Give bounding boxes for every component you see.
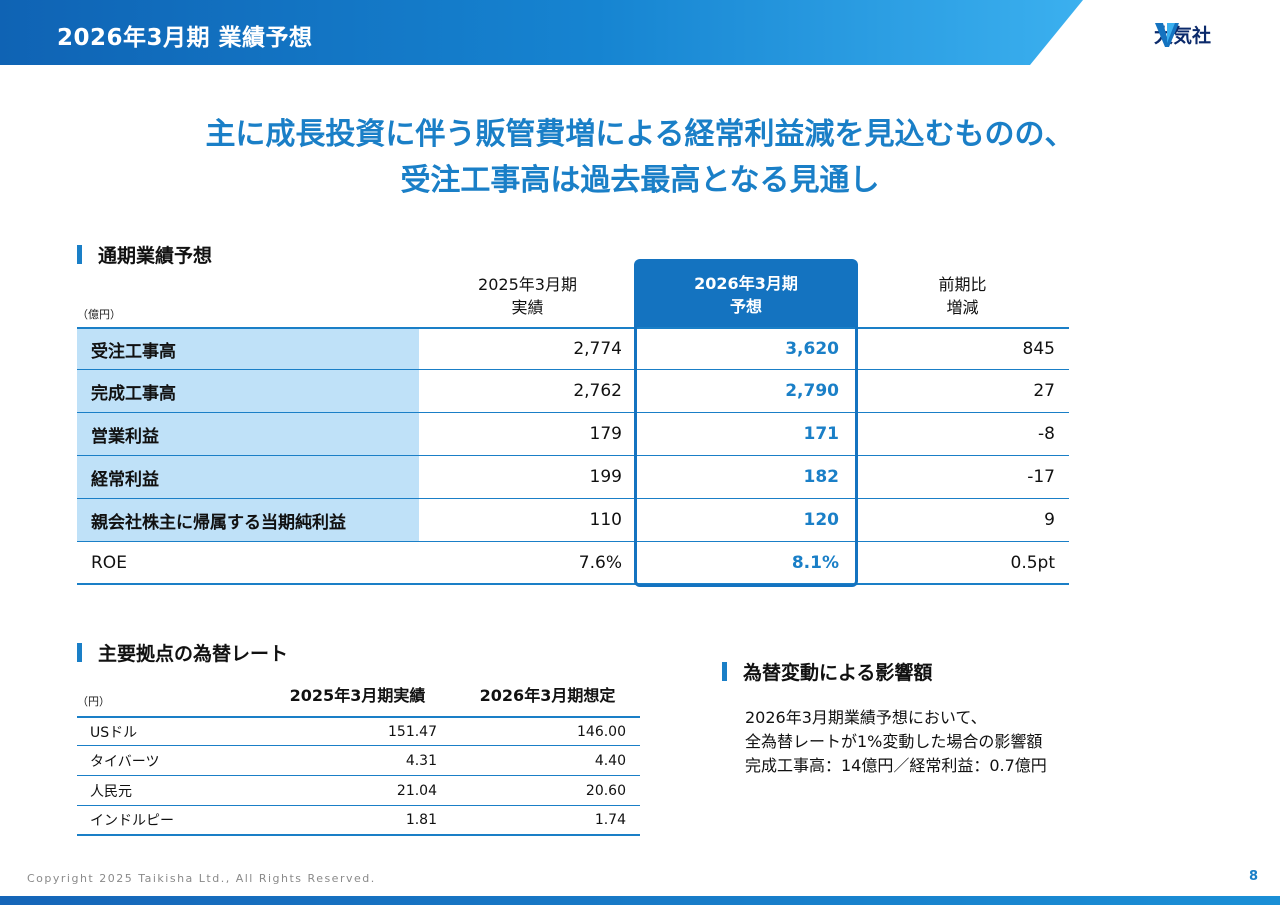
impact-line-3: 完成工事高：14億円／経常利益：0.7億円	[745, 756, 1047, 775]
value-diff: 0.5pt	[1010, 552, 1056, 573]
highlight-frame	[634, 325, 858, 587]
value-prev: 2,774	[573, 339, 622, 359]
value-next: 8.1%	[791, 552, 839, 573]
table-row: 営業利益 179 171 -8	[77, 413, 1069, 456]
headline: 主に成長投資に伴う販管費増による経常利益減を見込むものの、 受注工事高は過去最高…	[0, 112, 1280, 204]
currency-name: USドル	[90, 724, 138, 741]
col-head-prev-line2: 実績	[511, 298, 544, 317]
value-next: 3,620	[785, 339, 839, 359]
value-diff: 9	[1044, 510, 1055, 530]
col-head-prev-line1: 2025年3月期	[478, 275, 577, 294]
rate-next: 1.74	[594, 812, 626, 828]
table-row: 経常利益 199 182 -17	[77, 456, 1069, 499]
col-head-next: 2026年3月期 予想	[634, 259, 858, 329]
table-row: 人民元 21.04 20.60	[77, 776, 640, 806]
impact-line-2: 全為替レートが1%変動した場合の影響額	[745, 732, 1043, 751]
rate-prev: 151.47	[388, 723, 437, 740]
header-background	[0, 0, 1083, 65]
impact-line-1: 2026年3月期業績予想において、	[745, 708, 987, 727]
rate-next: 4.40	[594, 752, 626, 769]
fx-section-label: 主要拠点の為替レート	[98, 642, 289, 665]
rate-prev: 4.31	[405, 752, 437, 769]
row-label: 営業利益	[77, 413, 419, 455]
fx-col-head-prev: 2025年3月期実績	[289, 686, 426, 705]
currency-name: 人民元	[90, 783, 132, 800]
table-row: タイバーツ 4.31 4.40	[77, 746, 640, 776]
logo-mark-icon	[1155, 23, 1179, 47]
fx-col-head-next: 2026年3月期想定	[479, 686, 616, 705]
value-prev: 2,762	[573, 381, 622, 401]
row-label: ROE	[91, 552, 127, 573]
col-head-next-line1: 2026年3月期	[694, 274, 798, 293]
value-prev: 179	[589, 424, 622, 444]
fx-table: USドル 151.47 146.00 タイバーツ 4.31 4.40 人民元 2…	[77, 716, 640, 836]
value-prev: 110	[589, 510, 622, 530]
impact-note: 2026年3月期業績予想において、 全為替レートが1%変動した場合の影響額 完成…	[745, 706, 1047, 778]
impact-section-title: 為替変動による影響額	[722, 660, 933, 684]
value-prev: 7.6%	[578, 552, 622, 573]
col-head-diff-line1: 前期比	[938, 275, 987, 294]
headline-line-1: 主に成長投資に伴う販管費増による経常利益減を見込むものの、	[205, 117, 1075, 152]
section-marker	[722, 661, 727, 681]
section-marker	[77, 642, 82, 662]
row-label: 親会社株主に帰属する当期純利益	[77, 499, 419, 541]
table-row: USドル 151.47 146.00	[77, 716, 640, 746]
forecast-section-label: 通期業績予想	[98, 244, 213, 267]
bottom-bar	[0, 896, 1280, 905]
currency-name: タイバーツ	[90, 753, 160, 770]
rate-next: 146.00	[577, 723, 626, 740]
table-row: 親会社株主に帰属する当期純利益 110 120 9	[77, 499, 1069, 542]
col-head-diff-line2: 増減	[946, 298, 979, 317]
col-head-prev: 2025年3月期 実績	[440, 273, 615, 319]
fx-section-title: 主要拠点の為替レート	[77, 641, 289, 665]
value-next: 2,790	[785, 381, 839, 401]
impact-section-label: 為替変動による影響額	[743, 661, 933, 684]
value-next: 182	[803, 467, 840, 487]
table-row: 受注工事高 2,774 3,620 845	[77, 327, 1069, 370]
value-next: 171	[803, 424, 840, 444]
company-logo: 大気社	[1153, 19, 1211, 49]
value-prev: 199	[589, 467, 622, 487]
value-diff: -17	[1027, 467, 1055, 487]
copyright-text: Copyright 2025 Taikisha Ltd., All Rights…	[27, 872, 376, 885]
value-diff: -8	[1038, 424, 1055, 444]
row-label: 経常利益	[77, 456, 419, 498]
rate-prev: 21.04	[396, 782, 437, 799]
page-number: 8	[1249, 869, 1259, 884]
table-row: 完成工事高 2,762 2,790 27	[77, 370, 1069, 413]
page-title: 2026年3月期 業績予想	[57, 25, 313, 51]
col-head-diff: 前期比 増減	[875, 273, 1050, 319]
row-label: 受注工事高	[77, 329, 419, 369]
currency-name: インドルピー	[90, 813, 174, 829]
forecast-table: 受注工事高 2,774 3,620 845 完成工事高 2,762 2,790 …	[77, 327, 1069, 585]
forecast-section-title: 通期業績予想	[77, 243, 213, 267]
value-next: 120	[803, 510, 840, 530]
rate-next: 20.60	[585, 782, 626, 799]
row-label: 完成工事高	[77, 370, 419, 412]
rate-prev: 1.81	[405, 812, 437, 828]
fx-unit: （円）	[77, 695, 110, 708]
header-bar: 2026年3月期 業績予想 大気社	[0, 0, 1280, 65]
headline-line-2: 受注工事高は過去最高となる見通し	[400, 163, 880, 198]
col-head-next-line2: 予想	[729, 297, 762, 316]
table-row: インドルピー 1.81 1.74	[77, 806, 640, 836]
forecast-unit: （億円）	[77, 308, 121, 321]
table-row: ROE 7.6% 8.1% 0.5pt	[77, 542, 1069, 585]
section-marker	[77, 244, 82, 264]
value-diff: 845	[1022, 339, 1055, 359]
value-diff: 27	[1033, 381, 1055, 401]
